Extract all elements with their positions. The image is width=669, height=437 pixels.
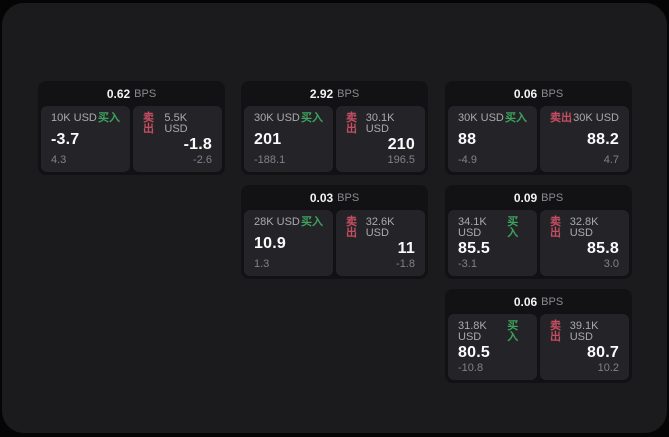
sell-panel[interactable]: 卖出 5.5K USD -1.8 -2.6 (133, 106, 222, 172)
sell-delta: -1.8 (396, 258, 415, 270)
sell-size: 39.1K USD (569, 320, 599, 343)
buy-delta: -10.8 (458, 362, 484, 374)
buy-price: 88 (458, 130, 477, 148)
bps-value: 0.62 (106, 86, 131, 101)
bps-value: 0.06 (513, 86, 538, 101)
sell-size: 30.1K USD (365, 112, 395, 135)
sell-panel[interactable]: 卖出 32.8K USD 85.8 3.0 (540, 210, 629, 276)
bps-value: 0.06 (513, 294, 538, 309)
sell-delta: 10.2 (597, 362, 619, 374)
sell-price: 88.2 (587, 130, 619, 148)
quote-card: 0.62 BPS 10K USD 买入 -3.7 4.3 卖出 5.5K USD… (38, 81, 225, 175)
sell-label: 卖出 (346, 216, 357, 239)
bps-value: 0.03 (309, 190, 334, 205)
bps-unit-label: BPS (541, 295, 564, 308)
buy-delta: -188.1 (254, 154, 286, 166)
buy-label: 买入 (98, 112, 120, 124)
bps-unit-label: BPS (337, 87, 360, 100)
buy-panel[interactable]: 34.1K USD 买入 85.5 -3.1 (448, 210, 537, 276)
sell-delta: 196.5 (387, 154, 415, 166)
buy-label: 买入 (301, 112, 323, 124)
sell-panel[interactable]: 卖出 32.6K USD 11 -1.8 (336, 210, 425, 276)
sell-price: -1.8 (183, 136, 212, 154)
quote-card: 0.09 BPS 34.1K USD 买入 85.5 -3.1 卖出 32.8K… (445, 185, 632, 279)
quote-card: 0.06 BPS 31.8K USD 买入 80.5 -10.8 卖出 39.1… (445, 289, 632, 383)
bps-value: 0.09 (513, 190, 538, 205)
buy-delta: 1.3 (254, 258, 270, 270)
bps-unit-label: BPS (337, 191, 360, 204)
buy-delta: -4.9 (458, 154, 477, 166)
sell-panel[interactable]: 卖出 30.1K USD 210 196.5 (336, 106, 425, 172)
quote-card: 2.92 BPS 30K USD 买入 201 -188.1 卖出 30.1K … (241, 81, 428, 175)
sell-price: 11 (397, 240, 415, 258)
sell-label: 卖出 (550, 216, 561, 239)
buy-delta: -3.1 (458, 258, 477, 270)
sell-label: 卖出 (346, 112, 357, 135)
sell-size: 32.8K USD (569, 216, 599, 239)
bps-unit-label: BPS (134, 87, 157, 100)
sell-label: 卖出 (143, 112, 154, 135)
bps-unit-label: BPS (541, 87, 564, 100)
buy-delta: 4.3 (51, 154, 67, 166)
buy-label: 买入 (507, 216, 519, 239)
bps-header: 0.03 BPS (241, 185, 428, 210)
bps-header: 2.92 BPS (241, 81, 428, 106)
buy-size: 34.1K USD (458, 216, 487, 239)
buy-label: 买入 (507, 320, 519, 343)
sell-size: 32.6K USD (365, 216, 395, 239)
sell-price: 80.7 (587, 344, 619, 362)
bps-unit-label: BPS (541, 191, 564, 204)
buy-size: 31.8K USD (458, 320, 487, 343)
sell-size: 30K USD (573, 112, 619, 124)
sell-label: 卖出 (550, 112, 572, 124)
buy-size: 28K USD (254, 216, 300, 228)
sell-panel[interactable]: 卖出 39.1K USD 80.7 10.2 (540, 314, 629, 380)
buy-size: 30K USD (458, 112, 504, 124)
buy-panel[interactable]: 30K USD 买入 201 -188.1 (244, 106, 333, 172)
sell-delta: -2.6 (193, 154, 212, 166)
buy-price: -3.7 (51, 130, 80, 148)
buy-panel[interactable]: 30K USD 买入 88 -4.9 (448, 106, 537, 172)
buy-label: 买入 (505, 112, 527, 124)
sell-size: 5.5K USD (164, 112, 188, 135)
bps-header: 0.06 BPS (445, 289, 632, 314)
bps-header: 0.09 BPS (445, 185, 632, 210)
buy-price: 85.5 (458, 240, 490, 258)
sell-price: 85.8 (587, 240, 619, 258)
bps-header: 0.06 BPS (445, 81, 632, 106)
bps-value: 2.92 (309, 86, 334, 101)
bps-header: 0.62 BPS (38, 81, 225, 106)
sell-delta: 3.0 (603, 258, 619, 270)
sell-panel[interactable]: 卖出 30K USD 88.2 4.7 (540, 106, 629, 172)
buy-size: 10K USD (51, 112, 97, 124)
quote-card: 0.03 BPS 28K USD 买入 10.9 1.3 卖出 32.6K US… (241, 185, 428, 279)
buy-panel[interactable]: 28K USD 买入 10.9 1.3 (244, 210, 333, 276)
buy-price: 201 (254, 130, 282, 148)
buy-size: 30K USD (254, 112, 300, 124)
quote-card: 0.06 BPS 30K USD 买入 88 -4.9 卖出 30K USD 8… (445, 81, 632, 175)
buy-label: 买入 (301, 216, 323, 228)
buy-price: 10.9 (254, 234, 286, 252)
buy-panel[interactable]: 31.8K USD 买入 80.5 -10.8 (448, 314, 537, 380)
sell-price: 210 (387, 136, 415, 154)
sell-label: 卖出 (550, 320, 561, 343)
buy-price: 80.5 (458, 344, 490, 362)
buy-panel[interactable]: 10K USD 买入 -3.7 4.3 (41, 106, 130, 172)
sell-delta: 4.7 (603, 154, 619, 166)
